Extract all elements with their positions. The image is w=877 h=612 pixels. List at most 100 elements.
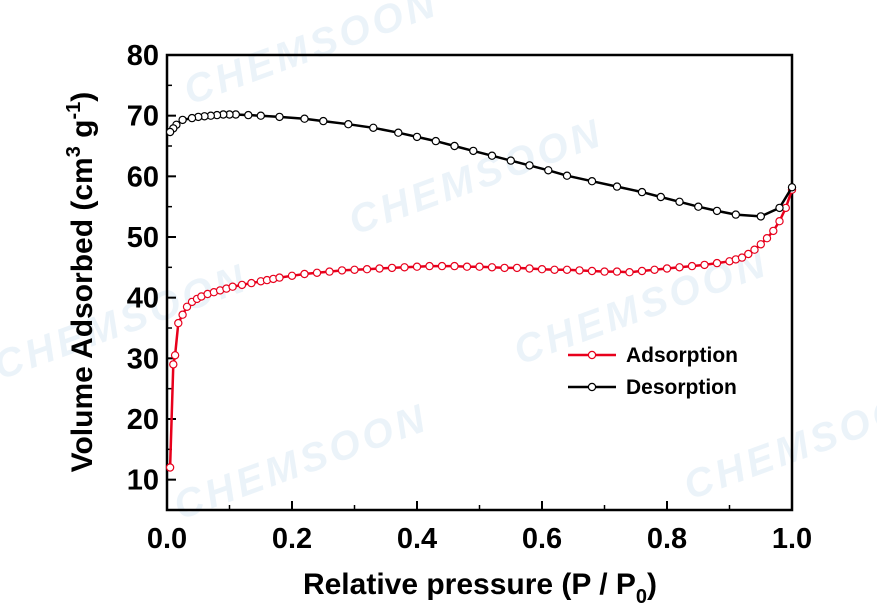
point-desorption-17 (450, 141, 459, 151)
point-adsorption-54 (712, 258, 722, 268)
point-desorption-3 (731, 210, 741, 219)
point-adsorption-58 (744, 249, 753, 259)
point-adsorption-32 (437, 261, 447, 271)
point-adsorption-45 (600, 267, 609, 276)
point-adsorption-21 (300, 269, 309, 279)
point-desorption-7 (656, 192, 666, 202)
point-adsorption-52 (687, 261, 697, 271)
point-adsorption-0 (165, 463, 175, 472)
point-adsorption-14 (237, 280, 247, 290)
point-adsorption-23 (325, 267, 334, 276)
x-tick-label-2: 0.4 (397, 523, 437, 555)
series-line-adsorption (168, 189, 794, 468)
point-desorption-26 (256, 111, 265, 120)
point-adsorption-3 (174, 318, 183, 328)
x-ticks (166, 501, 793, 510)
point-adsorption-37 (500, 263, 509, 273)
point-adsorption-28 (387, 263, 397, 273)
point-adsorption-26 (362, 265, 372, 274)
point-adsorption-59 (750, 245, 759, 254)
point-adsorption-30 (412, 262, 422, 271)
point-desorption-36 (178, 115, 187, 125)
y-tick-label-0: 10 (127, 465, 159, 497)
point-desorption-27 (244, 110, 253, 120)
point-desorption-24 (300, 114, 309, 123)
point-adsorption-51 (675, 263, 684, 272)
legend-label-adsorption: Adsorption (626, 344, 738, 367)
point-adsorption-53 (700, 260, 709, 270)
point-desorption-13 (525, 161, 534, 170)
x-axis-title-main: Relative pressure (P / P (303, 568, 636, 601)
x-tick-label-3: 0.6 (522, 523, 562, 555)
point-desorption-23 (319, 116, 328, 126)
point-desorption-25 (275, 112, 284, 122)
series-layer (165, 110, 797, 472)
point-adsorption-4 (178, 310, 187, 319)
legend-marker-desorption (587, 382, 597, 392)
point-desorption-11 (562, 171, 572, 180)
watermark-5: CHEMSOON (168, 396, 434, 529)
point-adsorption-63 (775, 216, 784, 226)
point-desorption-10 (587, 176, 597, 186)
point-adsorption-36 (487, 263, 497, 272)
point-adsorption-35 (475, 262, 484, 271)
y-axis-title-tail: ) (66, 92, 99, 102)
point-adsorption-20 (287, 271, 297, 280)
point-adsorption-39 (525, 264, 534, 273)
legend-label-desorption: Desorption (626, 376, 737, 399)
y-axis-title: Volume Adsorbed (cm3 g-1) (63, 92, 99, 473)
x-axis-title: Relative pressure (P / P0) (303, 568, 657, 608)
point-adsorption-38 (512, 263, 522, 273)
point-adsorption-50 (662, 264, 672, 273)
point-desorption-21 (369, 123, 378, 133)
point-adsorption-47 (625, 268, 634, 277)
y-tick-label-6: 70 (127, 101, 159, 133)
y-axis-title-mid: g (66, 119, 99, 146)
legend-marker-adsorption (587, 350, 597, 360)
legend-item-desorption: Desorption (568, 376, 737, 399)
point-adsorption-31 (425, 261, 434, 271)
point-desorption-15 (487, 151, 497, 160)
point-desorption-22 (344, 119, 353, 129)
y-axis-title-sup1: 3 (63, 146, 85, 157)
point-adsorption-1 (169, 360, 178, 369)
point-adsorption-49 (650, 265, 659, 274)
y-tick-label-1: 20 (127, 404, 159, 436)
y-tick-label-3: 40 (127, 283, 159, 315)
x-tick-label-4: 0.8 (647, 523, 687, 555)
point-desorption-2 (756, 212, 766, 221)
point-adsorption-27 (375, 264, 384, 273)
point-adsorption-46 (612, 267, 622, 276)
point-adsorption-48 (637, 266, 647, 276)
point-desorption-39 (165, 127, 175, 137)
point-desorption-14 (506, 156, 515, 165)
y-tick-label-5: 60 (127, 161, 159, 193)
point-adsorption-5 (182, 302, 192, 311)
point-adsorption-29 (400, 263, 409, 272)
x-tick-label-1: 0.2 (272, 523, 312, 555)
y-ticks (167, 54, 176, 481)
legend: Adsorption Desorption (568, 344, 738, 399)
point-desorption-20 (394, 128, 403, 137)
watermark-1: CHEMSOON (178, 0, 444, 113)
point-desorption-18 (431, 136, 440, 146)
point-adsorption-41 (550, 265, 559, 274)
point-desorption-5 (694, 202, 703, 211)
point-desorption-0 (787, 183, 797, 192)
point-adsorption-60 (756, 240, 766, 249)
point-desorption-1 (775, 203, 784, 213)
point-adsorption-43 (575, 266, 584, 275)
point-adsorption-40 (537, 265, 547, 274)
point-desorption-8 (637, 187, 647, 197)
series-desorption (165, 110, 797, 221)
point-adsorption-34 (462, 262, 472, 271)
point-adsorption-15 (247, 278, 256, 288)
y-tick-label-7: 80 (127, 40, 159, 72)
point-adsorption-25 (350, 265, 359, 274)
x-axis-title-tail: ) (647, 568, 657, 601)
series-adsorption (165, 185, 797, 472)
point-adsorption-24 (337, 266, 347, 275)
point-adsorption-2 (170, 351, 180, 360)
point-desorption-4 (712, 206, 722, 216)
